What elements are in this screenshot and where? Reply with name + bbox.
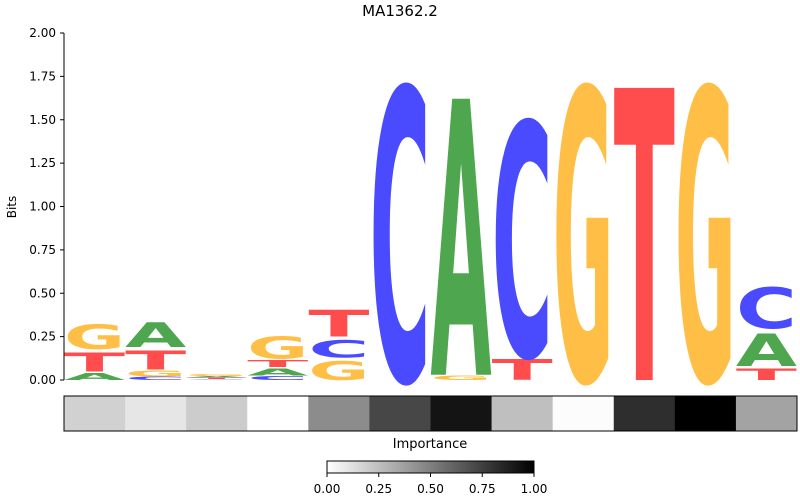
importance-cell [674,396,737,431]
logo-letter-t: T [125,345,186,375]
logo-letter-g: G [125,369,186,378]
heatmap-frame [63,395,798,432]
logo-letter-g: G [247,331,308,366]
logo-letter-a: A [186,376,247,378]
y-tick-label: 0.00 [29,373,56,387]
y-tick-label: 2.00 [29,26,56,40]
y-tick-label: 1.50 [29,113,56,127]
y-tick-label: 1.00 [29,200,56,214]
y-tick-label: 1.75 [29,69,56,83]
colorbar-tick-label: 0.25 [365,482,392,496]
importance-cell [430,396,493,431]
colorbar: 0.00 0.25 0.50 0.75 1.00 [314,460,548,496]
importance-label: Importance [393,437,468,452]
logo-letter-g: G [64,317,125,357]
importance-cell [735,396,798,431]
colorbar-tick-label: 0.50 [417,482,444,496]
y-axis-label: Bits [5,196,19,219]
logo-letter-a: A [736,326,798,377]
logo-letter-t: T [736,365,797,384]
y-axis: 0.00 0.25 0.50 0.75 1.00 1.25 1.50 1.75 2.00 [29,26,65,387]
logo-letter-t: T [186,378,247,380]
logo-letter-g: G [186,374,247,377]
y-tick-label: 1.25 [29,156,56,170]
importance-cell [308,396,370,431]
importance-cell [491,396,554,431]
logo-letter-t: T [64,347,125,377]
y-tick-label: 0.50 [29,286,56,300]
logo-letter-a: A [125,316,186,355]
logo-letter-g: G [431,375,492,382]
importance-cell [369,396,431,431]
importance-cell [186,396,248,431]
importance-cell [125,396,187,431]
logo-letter-c: C [125,376,186,381]
logo-letter-t: T [492,354,553,387]
logo-letter-t: T [247,358,309,370]
chart-title: MA1362.2 [362,2,438,20]
logo-letter-c: C [492,60,553,432]
logo-letter-a: A [64,371,126,383]
importance-cell [64,396,126,431]
importance-cell [613,396,676,431]
colorbar-gradient [326,460,535,474]
logo-letter-c: C [247,375,308,381]
importance-heatmap [63,395,798,432]
logo-letter-a: A [431,23,493,465]
logo-letter-c: C [736,276,797,342]
colorbar-tick-label: 0.00 [314,482,341,496]
importance-cell [552,396,615,431]
logo-letter-c: C [308,335,369,363]
logo-letter-g: G [308,356,369,386]
colorbar-tick-label: 0.75 [469,482,496,496]
logo-letter-c: C [186,379,247,380]
y-tick-label: 0.25 [29,330,56,344]
colorbar-tick-label: 1.00 [521,482,548,496]
logo-letter-a: A [247,367,309,379]
y-tick-label: 0.75 [29,243,56,257]
importance-cell [247,396,309,431]
logo-letter-t: T [308,304,370,346]
